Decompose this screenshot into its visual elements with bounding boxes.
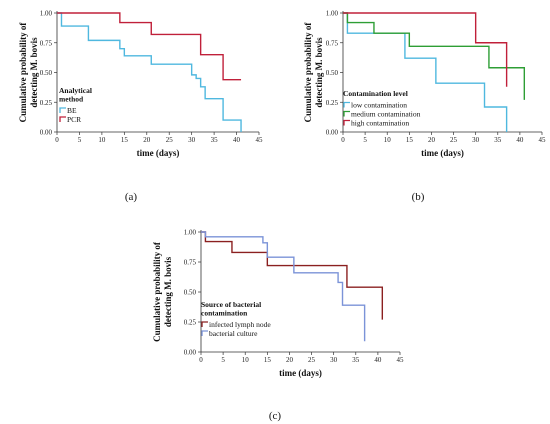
y-axis-label: detecting M. bovis xyxy=(163,256,173,327)
x-tick-label: 35 xyxy=(211,136,219,144)
y-tick-label: 0.75 xyxy=(40,39,53,47)
y-tick-label: 1.00 xyxy=(184,229,197,237)
series-line-1 xyxy=(201,231,366,342)
x-tick-label: 25 xyxy=(308,356,316,364)
y-axis-label: Cumulative probability of xyxy=(152,241,162,342)
x-tick-label: 20 xyxy=(286,356,294,364)
legend-title: Contamination level xyxy=(343,89,408,98)
x-tick-label: 40 xyxy=(233,136,241,144)
x-tick-label: 10 xyxy=(98,136,106,144)
legend-swatch xyxy=(343,110,350,117)
y-tick-label: 0.25 xyxy=(184,319,197,327)
series-line-1 xyxy=(57,12,242,81)
legend-swatch xyxy=(201,321,208,327)
y-axis-label: detecting M. bovis xyxy=(29,37,39,108)
x-tick-label: 15 xyxy=(264,356,272,364)
x-tick-label: 0 xyxy=(55,136,59,144)
legend-entry: low contamination xyxy=(351,101,407,110)
y-tick-label: 0.50 xyxy=(326,69,339,77)
x-axis-label: time (days) xyxy=(137,148,180,158)
x-tick-label: 30 xyxy=(330,356,338,364)
x-tick-label: 30 xyxy=(188,136,196,144)
x-tick-label: 25 xyxy=(450,136,458,144)
y-tick-label: 0.50 xyxy=(184,289,197,297)
x-tick-label: 5 xyxy=(221,356,225,364)
legend-entry: PCR xyxy=(67,115,81,124)
y-tick-label: 0.00 xyxy=(184,349,197,357)
x-tick-label: 30 xyxy=(472,136,480,144)
legend-entry: high contamination xyxy=(351,119,409,128)
legend-title: Source of bacterial xyxy=(201,300,261,309)
x-tick-label: 20 xyxy=(428,136,436,144)
x-tick-label: 15 xyxy=(406,136,414,144)
legend-swatch xyxy=(59,107,66,113)
legend-swatch xyxy=(343,101,350,108)
x-axis-label: time (days) xyxy=(421,148,464,158)
legend-entry: medium contamination xyxy=(351,110,421,119)
y-tick-label: 0.00 xyxy=(326,129,339,137)
y-tick-label: 1.00 xyxy=(326,10,339,18)
panel-label: (c) xyxy=(269,410,282,422)
x-tick-label: 25 xyxy=(166,136,174,144)
legend-swatch xyxy=(343,119,350,126)
y-axis-label: detecting M. bovis xyxy=(314,37,324,108)
x-tick-label: 15 xyxy=(121,136,129,144)
legend-title: method xyxy=(59,95,84,104)
x-tick-label: 0 xyxy=(341,136,345,144)
y-tick-label: 0.00 xyxy=(40,129,53,137)
y-tick-label: 1.00 xyxy=(40,10,53,18)
x-tick-label: 10 xyxy=(384,136,392,144)
y-tick-label: 0.25 xyxy=(326,99,339,107)
x-tick-label: 40 xyxy=(516,136,524,144)
series-line-1 xyxy=(343,12,526,100)
legend-entry: BE xyxy=(67,106,77,115)
x-tick-label: 45 xyxy=(256,136,264,144)
x-tick-label: 45 xyxy=(397,356,405,364)
chart-panel-0: 0 5 10 15 20 25 30 35 40 45 0.00 0.25 0.50 0.75 1.00 ti… xyxy=(18,10,263,204)
x-tick-label: 0 xyxy=(199,356,203,364)
x-tick-label: 35 xyxy=(352,356,360,364)
series-line-0 xyxy=(57,12,242,132)
legend-title: Analytical xyxy=(59,86,92,95)
y-tick-label: 0.25 xyxy=(40,99,53,107)
x-axis-label: time (days) xyxy=(279,368,322,378)
x-tick-label: 10 xyxy=(242,356,250,364)
legend-swatch xyxy=(201,330,208,336)
series-line-2 xyxy=(343,12,508,87)
legend-entry: bacterial culture xyxy=(209,329,258,338)
y-axis-label: Cumulative probability of xyxy=(303,22,313,123)
x-tick-label: 5 xyxy=(78,136,82,144)
y-axis-label: Cumulative probability of xyxy=(18,22,28,123)
x-tick-label: 45 xyxy=(539,136,547,144)
chart-panel-2: 0 5 10 15 20 25 30 35 40 45 0.00 0.25 0.50 0.75 1.00 ti… xyxy=(152,229,404,423)
y-tick-label: 0.75 xyxy=(184,259,197,267)
legend-title: contamination xyxy=(201,309,248,318)
x-tick-label: 35 xyxy=(494,136,502,144)
y-tick-label: 0.75 xyxy=(326,39,339,47)
x-tick-label: 5 xyxy=(363,136,367,144)
x-tick-label: 20 xyxy=(143,136,151,144)
y-tick-label: 0.50 xyxy=(40,69,53,77)
panel-label: (a) xyxy=(125,191,138,203)
series-line-0 xyxy=(343,12,508,132)
legend-swatch xyxy=(59,116,66,122)
x-tick-label: 40 xyxy=(374,356,382,364)
panel-label: (b) xyxy=(412,191,425,203)
chart-panel-1: 0 5 10 15 20 25 30 35 40 45 0.00 0.25 0.50 0.75 1.00 ti… xyxy=(303,10,546,204)
legend-entry: infected lymph node xyxy=(209,320,271,329)
